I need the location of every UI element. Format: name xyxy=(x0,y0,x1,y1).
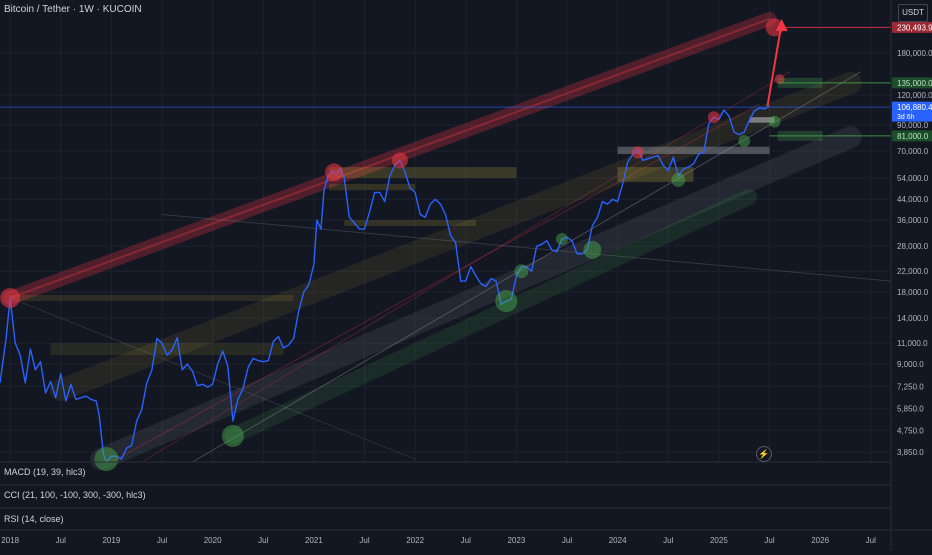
y-tick-label: 44,000.0 xyxy=(897,195,929,204)
bottom-marker xyxy=(94,447,119,472)
y-tick-label: 7,250.0 xyxy=(897,382,924,391)
x-tick-label: Jul xyxy=(56,536,66,545)
zone-2018-mid xyxy=(50,343,284,356)
top-marker xyxy=(707,111,720,124)
zone-2018-high xyxy=(10,294,294,302)
white-zone xyxy=(617,146,770,155)
upper-zone-box xyxy=(777,77,823,88)
top-marker xyxy=(325,163,344,182)
y-tick-label: 70,000.0 xyxy=(897,147,929,156)
projection-arrowhead xyxy=(775,19,788,32)
last-price-tag-countdown: 3d 6h xyxy=(897,114,915,121)
mid-channel-band xyxy=(49,71,862,402)
y-tick-label: 120,000.0 xyxy=(897,91,932,100)
upper-zone-tag-bg xyxy=(892,77,932,89)
top-marker xyxy=(631,146,644,159)
resistance-band-core xyxy=(9,17,771,299)
top-marker xyxy=(391,152,408,169)
bottom-marker xyxy=(768,115,781,128)
x-tick-label: 2018 xyxy=(1,536,19,545)
last-price-tag-bg xyxy=(892,101,932,122)
x-tick-label: Jul xyxy=(663,536,673,545)
supply-zone-top xyxy=(329,167,517,178)
y-tick-label: 90,000.0 xyxy=(897,121,929,130)
x-tick-label: Jul xyxy=(866,536,876,545)
y-tick-label: 54,000.0 xyxy=(897,174,929,183)
supply-zone-low xyxy=(344,220,476,227)
bottom-marker xyxy=(514,264,529,279)
bottom-marker xyxy=(671,172,686,187)
x-tick-label: Jul xyxy=(258,536,268,545)
descending-line xyxy=(161,213,892,282)
drawings xyxy=(0,11,892,471)
y-tick-label: 22,000.0 xyxy=(897,267,929,276)
top-marker xyxy=(774,74,785,85)
y-tick-label: 18,000.0 xyxy=(897,288,929,297)
x-tick-label: 2025 xyxy=(710,536,728,545)
y-tick-label: 5,850.0 xyxy=(897,405,924,414)
y-tick-label: 36,000.0 xyxy=(897,216,929,225)
x-tick-label: 2021 xyxy=(305,536,323,545)
price-tags: 230,493.9 135,000.0 106,880.4 3d 6h 81,000.0 xyxy=(777,21,932,142)
bottom-marker xyxy=(495,290,518,313)
y-axis[interactable]: 180,000.0 120,000.0 90,000.0 70,000.0 54,000… xyxy=(897,49,932,457)
descending-line-2 xyxy=(9,297,416,460)
y-tick-label: 3,850.0 xyxy=(897,448,924,457)
bottom-marker xyxy=(583,240,602,259)
top-marker xyxy=(0,287,21,308)
target-price-tag-bg xyxy=(892,21,932,33)
x-tick-label: Jul xyxy=(562,536,572,545)
red-trend-line-2 xyxy=(141,71,791,463)
target-price-tag: 230,493.9 xyxy=(897,23,932,32)
grid xyxy=(0,0,891,462)
x-tick-label: 2022 xyxy=(406,536,424,545)
y-tick-label: 11,000.0 xyxy=(897,339,928,348)
x-tick-label: Jul xyxy=(764,536,774,545)
x-tick-label: 2026 xyxy=(811,536,829,545)
x-tick-label: Jul xyxy=(157,536,167,545)
currency-button[interactable]: USDT xyxy=(898,4,928,22)
current-box xyxy=(749,117,775,123)
projection-arrow xyxy=(766,22,783,107)
lower-zone-tag-bg xyxy=(892,130,932,142)
y-tick-label: 180,000.0 xyxy=(897,49,932,58)
bottom-marker xyxy=(221,424,244,447)
consolidation-zone xyxy=(617,167,694,182)
y-tick-label: 28,000.0 xyxy=(897,242,929,251)
y-tick-label: 14,000.0 xyxy=(897,314,929,323)
x-tick-label: Jul xyxy=(359,536,369,545)
bottom-marker xyxy=(555,233,568,246)
resistance-band xyxy=(3,11,777,305)
lower-zone-tag: 81,000.0 xyxy=(897,132,929,141)
markers xyxy=(0,18,788,472)
upper-zone-tag: 135,000.0 xyxy=(897,79,932,88)
bottom-marker xyxy=(738,135,751,148)
y-tick-label: 4,750.0 xyxy=(897,426,924,435)
cci-label[interactable]: CCI (21, 100, -100, 300, -300, hlc3) xyxy=(4,490,146,500)
x-tick-label: 2020 xyxy=(204,536,222,545)
lower-zone-box xyxy=(777,130,823,141)
y-tick-label: 9,000.0 xyxy=(897,360,924,369)
supply-zone-mid xyxy=(329,183,416,191)
top-marker xyxy=(765,18,784,37)
red-trend-line xyxy=(110,103,760,463)
macd-label[interactable]: MACD (19, 39, hlc3) xyxy=(4,467,86,477)
x-tick-label: 2019 xyxy=(102,536,120,545)
support-channel-band xyxy=(90,126,862,471)
green-support-band xyxy=(224,188,758,444)
last-price-tag: 106,880.4 xyxy=(897,103,932,112)
rsi-label[interactable]: RSI (14, close) xyxy=(4,514,64,524)
x-tick-label: Jul xyxy=(461,536,471,545)
x-tick-label: 2024 xyxy=(609,536,627,545)
lightning-icon[interactable]: ⚡ xyxy=(756,446,772,462)
x-tick-label: 2023 xyxy=(507,536,525,545)
x-axis[interactable]: 2018 Jul 2019 Jul 2020 Jul 2021 Jul 2022 Jul 2023 J… xyxy=(1,536,876,545)
symbol-title[interactable]: Bitcoin / Tether · 1W · KUCOIN xyxy=(4,4,142,15)
